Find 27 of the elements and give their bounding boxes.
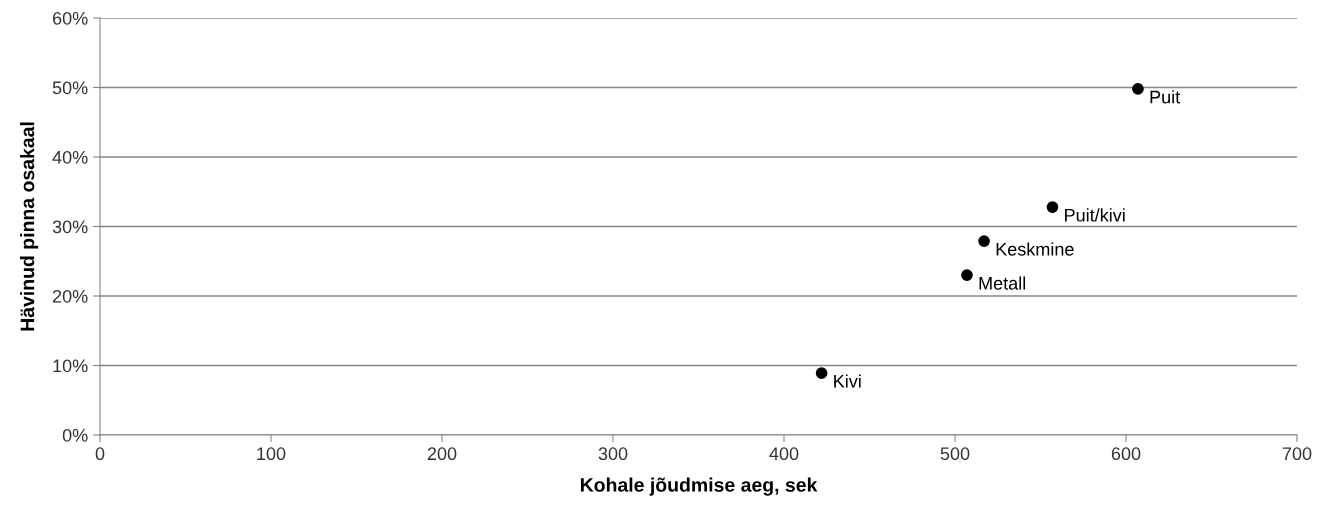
y-axis-title: Hävinud pinna osakaal — [20, 122, 39, 331]
y-tick-label: 30% — [52, 220, 88, 234]
x-tick-label: 100 — [257, 447, 286, 461]
x-tick-label: 200 — [427, 447, 457, 461]
y-tick-label: 40% — [52, 150, 88, 164]
annotation: Metall — [979, 276, 1026, 290]
x-tick-label: 700 — [1282, 447, 1312, 461]
x-tick-label: 300 — [598, 447, 628, 461]
y-tick-label: 10% — [53, 359, 88, 373]
point — [1132, 83, 1144, 95]
point — [1046, 201, 1059, 213]
annotation: Kivi — [834, 374, 861, 388]
x-tick-label: 500 — [940, 447, 970, 461]
y-tick-label: 50% — [52, 81, 88, 95]
x-axis-title: Kohale jõudmise aeg, sek — [580, 477, 818, 496]
point — [815, 367, 828, 379]
y-tick-label: 60% — [52, 11, 88, 25]
point — [978, 235, 990, 247]
y-tick-label: 0% — [62, 428, 88, 442]
x-tick-label: 400 — [769, 447, 799, 461]
annotation: Puit/kivi — [1065, 208, 1125, 222]
y-tick-label: 20% — [52, 289, 88, 303]
point — [961, 269, 973, 281]
x-tick-label: 0 — [95, 447, 105, 461]
annotation: Keskmine — [996, 242, 1074, 256]
x-tick-label: 600 — [1111, 447, 1141, 461]
annotation: Puit — [1150, 90, 1181, 104]
